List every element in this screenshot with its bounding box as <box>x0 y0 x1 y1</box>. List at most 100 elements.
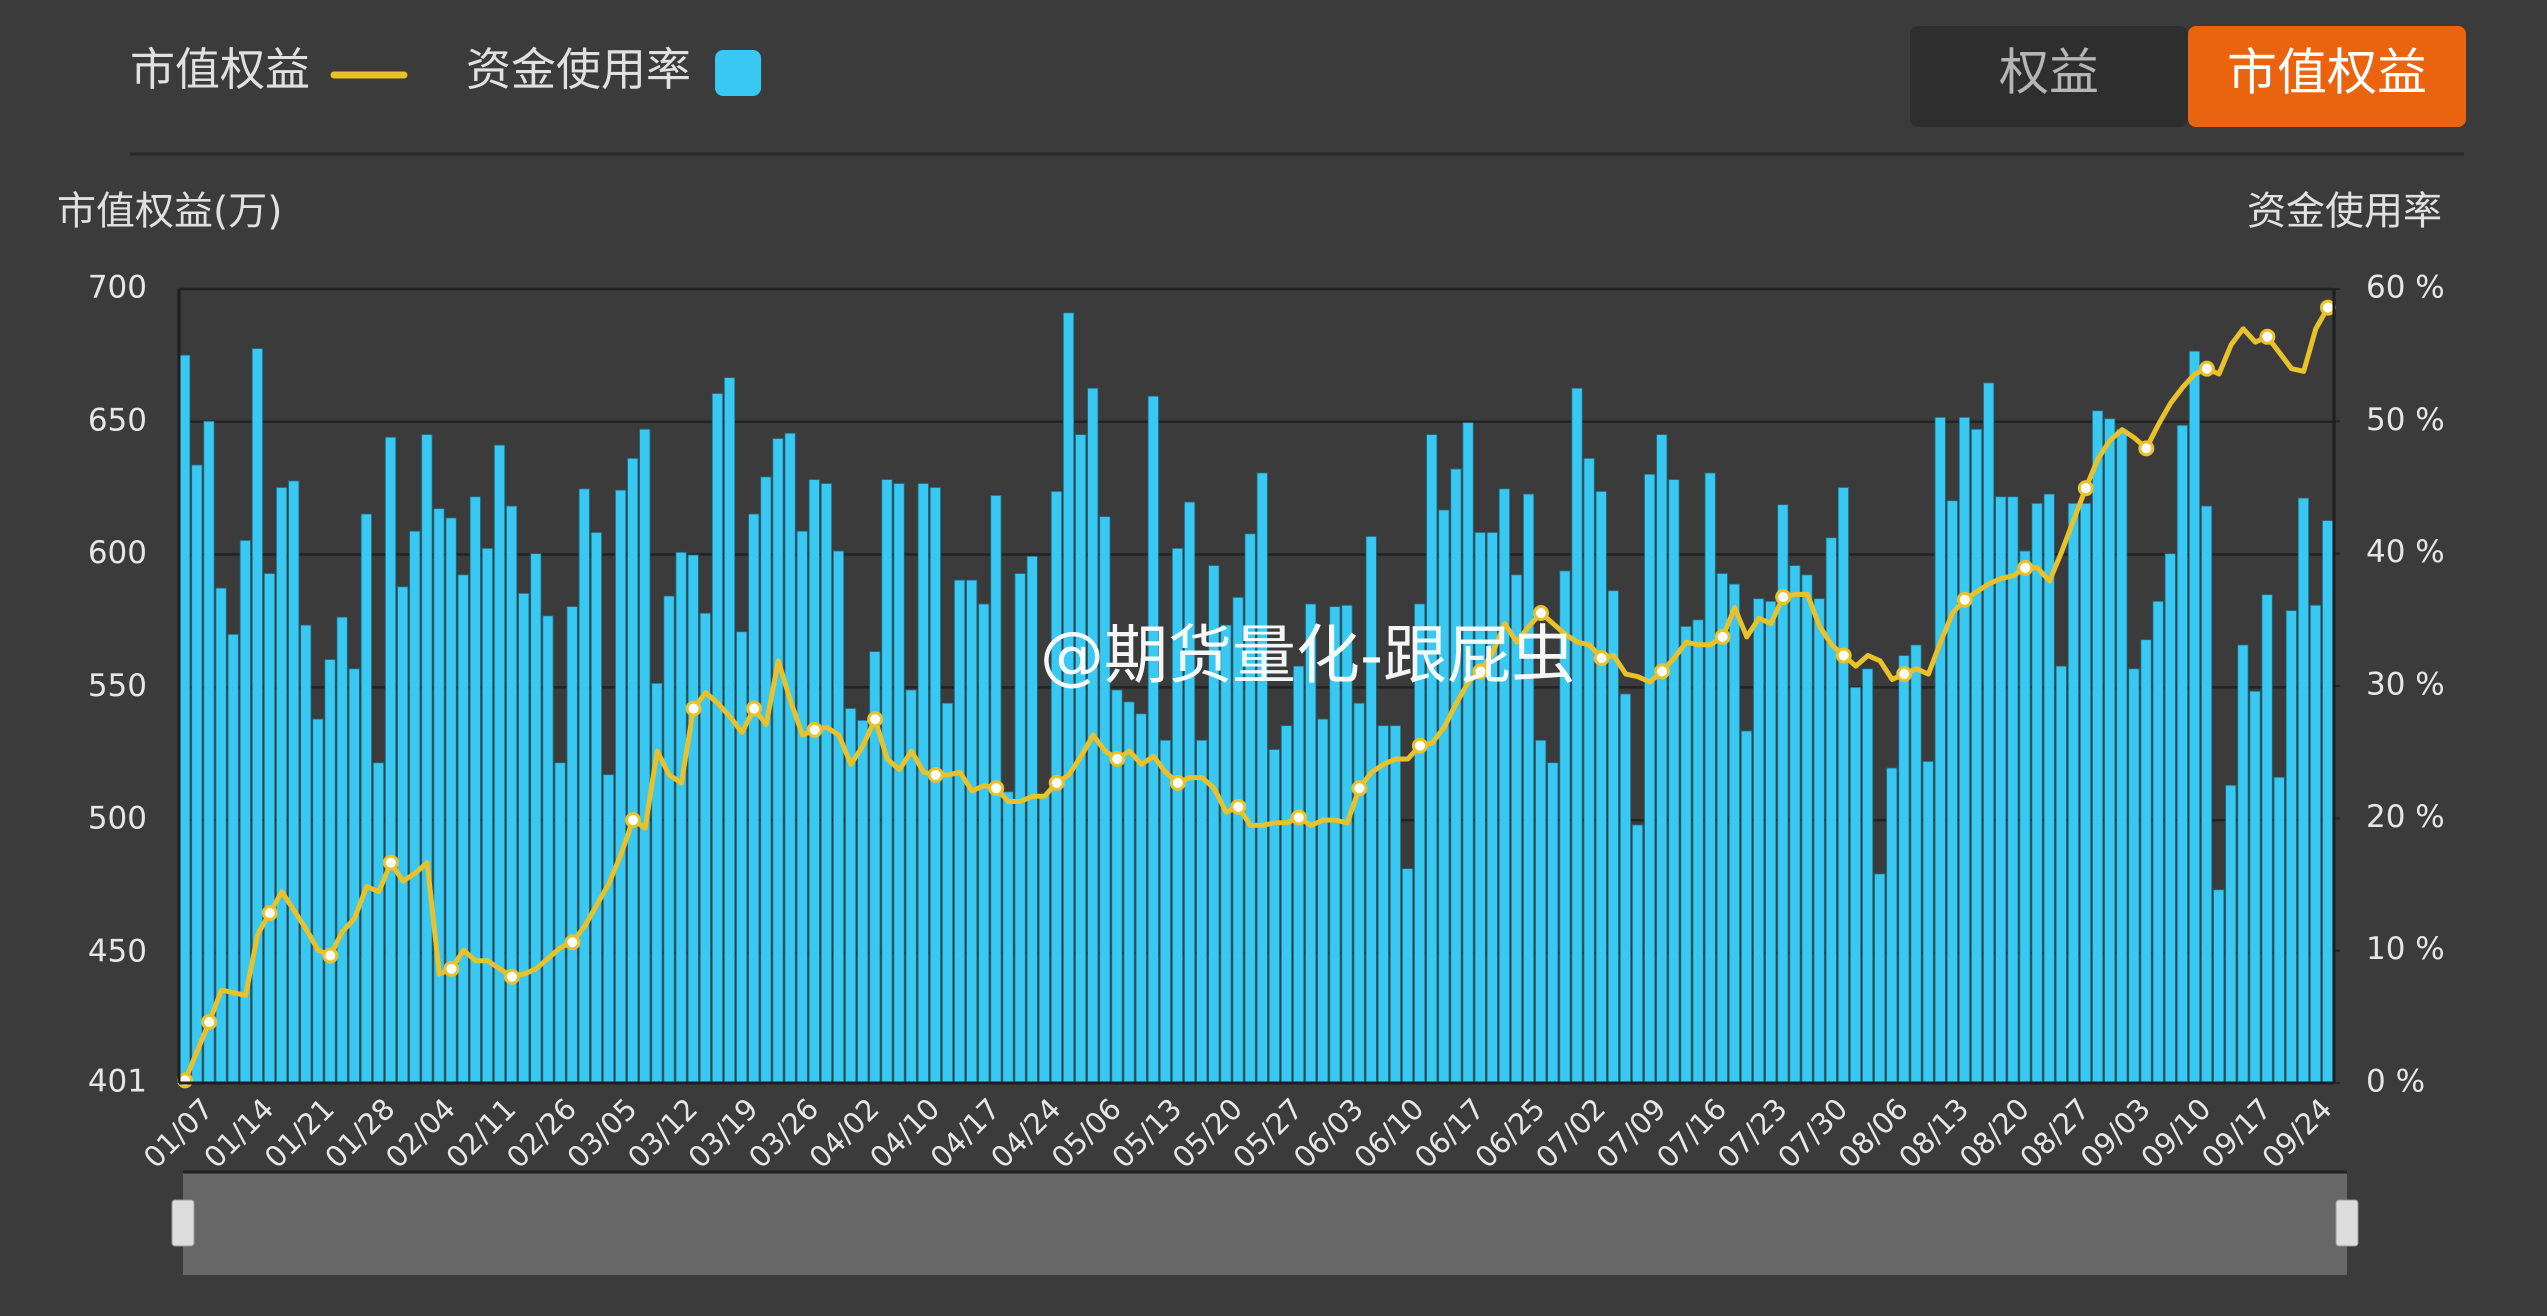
bar <box>1184 501 1196 1084</box>
bar <box>675 551 687 1084</box>
bar <box>1765 600 1777 1084</box>
bar <box>615 489 627 1084</box>
bar <box>1099 516 1111 1084</box>
bar <box>2116 428 2128 1084</box>
bar <box>1244 533 1256 1084</box>
bar <box>1668 479 1680 1084</box>
bar <box>2055 665 2067 1084</box>
x-tick-label: 09/24 <box>2255 1092 2338 1175</box>
bar <box>421 434 433 1084</box>
x-tick-label: 03/05 <box>560 1092 643 1175</box>
bar <box>1377 725 1389 1084</box>
y2-tick-label: 50 % <box>2366 402 2445 438</box>
x-tick-label: 09/17 <box>2195 1092 2278 1175</box>
x-tick-label: 07/09 <box>1590 1092 1673 1175</box>
bar <box>1728 583 1740 1084</box>
bar <box>1934 416 1946 1084</box>
bar <box>602 774 615 1084</box>
x-tick-label: 02/11 <box>439 1092 522 1175</box>
bar <box>2176 424 2188 1084</box>
x-tick-label: 08/20 <box>1953 1092 2036 1175</box>
x-tick-label: 05/20 <box>1166 1092 1249 1175</box>
bar <box>639 428 651 1084</box>
bar <box>1898 655 1910 1084</box>
toggle-button-active[interactable] <box>2188 26 2466 127</box>
bar <box>748 513 760 1084</box>
bar <box>276 487 288 1084</box>
bar <box>1813 598 1825 1084</box>
x-tick-label: 01/07 <box>137 1092 220 1175</box>
x-tick-label: 06/10 <box>1347 1092 1430 1175</box>
bar <box>1159 739 1171 1084</box>
bar <box>1571 387 1583 1084</box>
line-point <box>443 960 460 977</box>
bar <box>1111 689 1123 1084</box>
bar <box>191 464 203 1084</box>
toggle-label: 市值权益 <box>2227 44 2427 102</box>
bar <box>917 483 929 1084</box>
bar <box>251 348 263 1084</box>
bar <box>1317 718 1329 1084</box>
x-tick-label: 09/10 <box>2134 1092 2217 1175</box>
x-tick-label: 01/28 <box>318 1092 401 1175</box>
bar <box>2225 784 2237 1084</box>
bar <box>724 377 736 1084</box>
toggle-button[interactable] <box>1910 26 2188 127</box>
line-point <box>1169 774 1186 791</box>
bar <box>978 603 990 1084</box>
x-tick-label: 01/14 <box>197 1092 280 1175</box>
line-point <box>177 1072 194 1089</box>
line-point <box>1775 589 1792 606</box>
bar <box>1474 532 1486 1084</box>
line-point <box>1956 591 1973 608</box>
y-tick-label: 450 <box>88 933 147 969</box>
line-point <box>927 766 944 783</box>
bar <box>2092 410 2104 1084</box>
bar <box>409 530 421 1084</box>
bar <box>227 633 239 1084</box>
bar <box>360 513 372 1084</box>
bar <box>1740 730 1753 1084</box>
bar <box>1196 739 1208 1084</box>
x-tick-label: 05/06 <box>1045 1092 1128 1175</box>
line-point <box>867 711 884 728</box>
bar <box>481 547 493 1084</box>
bar <box>1523 493 1535 1084</box>
y-tick-label: 500 <box>88 801 147 837</box>
bar <box>1123 701 1135 1084</box>
bar <box>1389 725 1401 1084</box>
line-point <box>1290 809 1307 826</box>
bar <box>1789 565 1801 1084</box>
bar <box>493 444 506 1084</box>
bar <box>1970 428 1983 1084</box>
bar <box>772 438 784 1084</box>
line-point <box>503 968 520 985</box>
bar <box>1353 702 1365 1084</box>
bar <box>578 488 590 1084</box>
bar <box>554 762 566 1084</box>
x-tick-label: 08/13 <box>1892 1092 1975 1175</box>
bar <box>1450 468 1462 1084</box>
bar <box>203 420 215 1084</box>
slider-handle[interactable] <box>2335 1199 2359 1247</box>
bar <box>2188 350 2201 1084</box>
line-point <box>2077 480 2094 497</box>
bar <box>1438 509 1450 1084</box>
line-point <box>806 721 823 738</box>
bar <box>857 720 869 1084</box>
bar <box>2297 497 2309 1084</box>
bar <box>590 532 602 1084</box>
bar <box>1426 434 1438 1084</box>
bar <box>699 612 711 1084</box>
bar <box>1280 725 1293 1084</box>
x-tick-label: 05/13 <box>1105 1092 1188 1175</box>
zoom-slider[interactable] <box>183 1172 2347 1275</box>
x-tick-label: 06/03 <box>1287 1092 1370 1175</box>
x-tick-label: 03/19 <box>682 1092 765 1175</box>
x-tick-label: 03/26 <box>742 1092 825 1175</box>
slider-handle[interactable] <box>171 1199 195 1247</box>
line-point <box>1472 663 1489 680</box>
x-tick-label: 04/17 <box>924 1092 1007 1175</box>
bar <box>1680 626 1692 1084</box>
line-point <box>1593 650 1610 667</box>
